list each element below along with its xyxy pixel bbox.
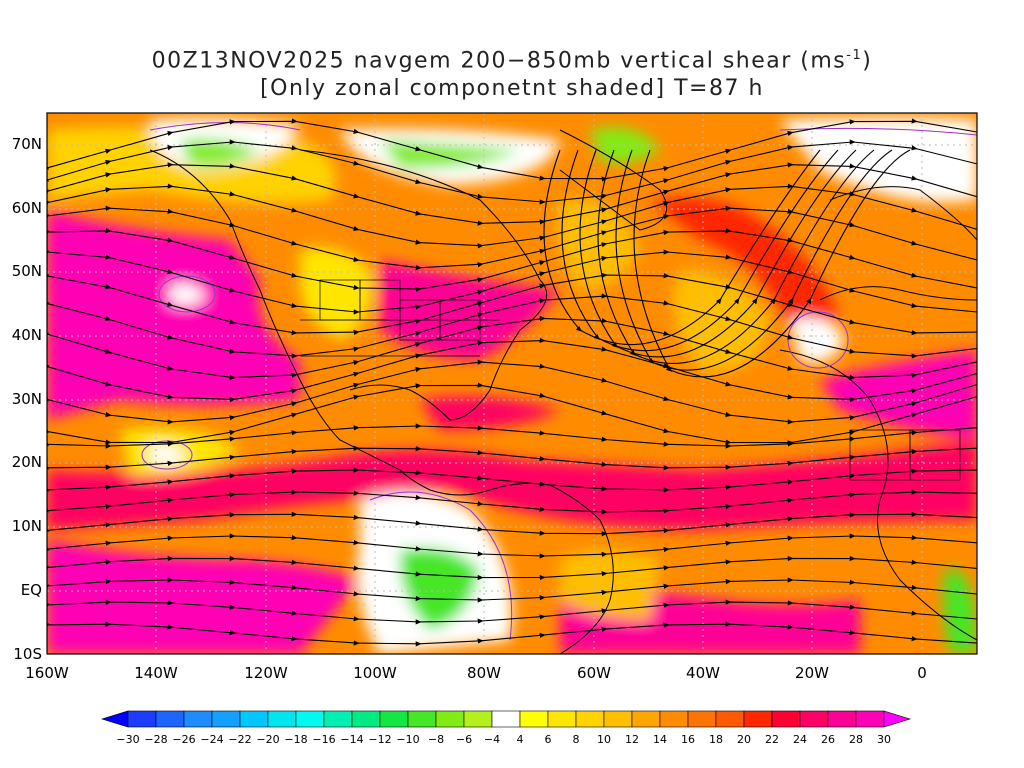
colorbar-label: 6	[544, 733, 552, 746]
colorbar-swatch	[575, 710, 605, 728]
colorbar-swatch	[351, 710, 381, 728]
streamline	[47, 533, 977, 559]
lat-label: EQ	[20, 581, 42, 599]
colorbar-swatch	[771, 710, 801, 728]
map-frame	[46, 112, 978, 655]
colorbar-label: 22	[765, 733, 779, 746]
colorbar-label: 30	[877, 733, 891, 746]
colorbar-label: 8	[572, 733, 580, 746]
colorbar-swatch	[127, 710, 157, 728]
streamline	[47, 621, 977, 647]
lat-label: 40N	[11, 326, 42, 344]
colorbar-label: −6	[455, 733, 473, 746]
colorbar-label: −28	[144, 733, 168, 746]
colorbar-swatch	[799, 710, 829, 728]
colorbar-swatch	[855, 710, 885, 728]
colorbar-swatch	[463, 710, 493, 728]
colorbar-label: −10	[396, 733, 420, 746]
lon-label: 100W	[353, 664, 397, 682]
colorbar-swatch	[379, 710, 409, 728]
colorbar-label: 20	[737, 733, 751, 746]
colorbar-label: −16	[312, 733, 336, 746]
lat-label: 20N	[11, 453, 42, 471]
colorbar-swatch	[183, 710, 213, 728]
colorbar-label: −8	[427, 733, 445, 746]
streamline	[47, 489, 977, 515]
colorbar-label: −4	[483, 733, 501, 746]
lon-label: 20W	[795, 664, 829, 682]
streamline	[47, 599, 977, 625]
shading-layer	[47, 113, 977, 654]
streamline	[47, 467, 977, 493]
colorbar-swatch	[295, 710, 325, 728]
colorbar-swatch	[659, 710, 689, 728]
colorbar-swatch	[239, 710, 269, 728]
lon-label: 120W	[244, 664, 288, 682]
colorbar-swatch	[519, 710, 549, 728]
lon-label: 80W	[467, 664, 501, 682]
colorbar-label: 28	[849, 733, 863, 746]
lat-label: 10S	[13, 645, 42, 663]
colorbar-swatch	[687, 710, 717, 728]
lat-label: 10N	[11, 517, 42, 535]
colorbar-swatch	[491, 710, 521, 728]
colorbar-label: 26	[821, 733, 835, 746]
colorbar-swatch	[155, 710, 185, 728]
lat-label: 30N	[11, 390, 42, 408]
colorbar-swatch	[547, 710, 577, 728]
colorbar-label: −12	[368, 733, 392, 746]
colorbar-label: 4	[516, 733, 524, 746]
colorbar-label: 14	[653, 733, 667, 746]
colorbar-swatch	[435, 710, 465, 728]
lat-label: 50N	[11, 262, 42, 280]
streamlines	[47, 118, 977, 647]
streamline	[633, 149, 911, 378]
lat-label: 60N	[11, 199, 42, 217]
title-prefix: 00Z13NOV2025 navgem 200−850mb vertical s…	[151, 48, 847, 74]
lat-label: 70N	[11, 135, 42, 153]
colorbar-label: 16	[681, 733, 695, 746]
colorbar-swatch	[211, 710, 241, 728]
colorbar-label: −26	[172, 733, 196, 746]
colorbar-label: −14	[340, 733, 364, 746]
chart-title-line2: [Only zonal componetnt shaded] T=87 h	[260, 76, 764, 101]
colorbar-swatch	[715, 710, 745, 728]
streamline	[47, 511, 977, 537]
colorbar-high-arrow	[883, 710, 912, 728]
lon-label: 160W	[25, 664, 69, 682]
streamline	[47, 445, 977, 471]
colorbar-label: −24	[200, 733, 224, 746]
colorbar	[100, 710, 912, 728]
colorbar-label: −22	[228, 733, 252, 746]
colorbar-label: 18	[709, 733, 723, 746]
colorbar-label: 10	[597, 733, 611, 746]
colorbar-swatch	[267, 710, 297, 728]
colorbar-swatch	[631, 710, 661, 728]
colorbar-label: −30	[116, 733, 140, 746]
colorbar-label: −18	[284, 733, 308, 746]
colorbar-swatch	[743, 710, 773, 728]
colorbar-label: −20	[256, 733, 280, 746]
chart-title-line1: 00Z13NOV2025 navgem 200−850mb vertical s…	[0, 48, 1024, 73]
colorbar-swatch	[323, 710, 353, 728]
colorbar-swatch	[407, 710, 437, 728]
lon-label: 40W	[686, 664, 720, 682]
colorbar-swatch	[603, 710, 633, 728]
colorbar-label: 12	[625, 733, 639, 746]
lon-label: 140W	[134, 664, 178, 682]
colorbar-label: 24	[793, 733, 807, 746]
title-unit-exponent: -1	[846, 48, 863, 63]
lon-label: 0	[917, 664, 927, 682]
title-suffix: )	[862, 48, 873, 74]
streamline	[47, 423, 977, 449]
colorbar-low-arrow	[100, 710, 129, 728]
lon-label: 60W	[577, 664, 611, 682]
colorbar-swatch	[827, 710, 857, 728]
